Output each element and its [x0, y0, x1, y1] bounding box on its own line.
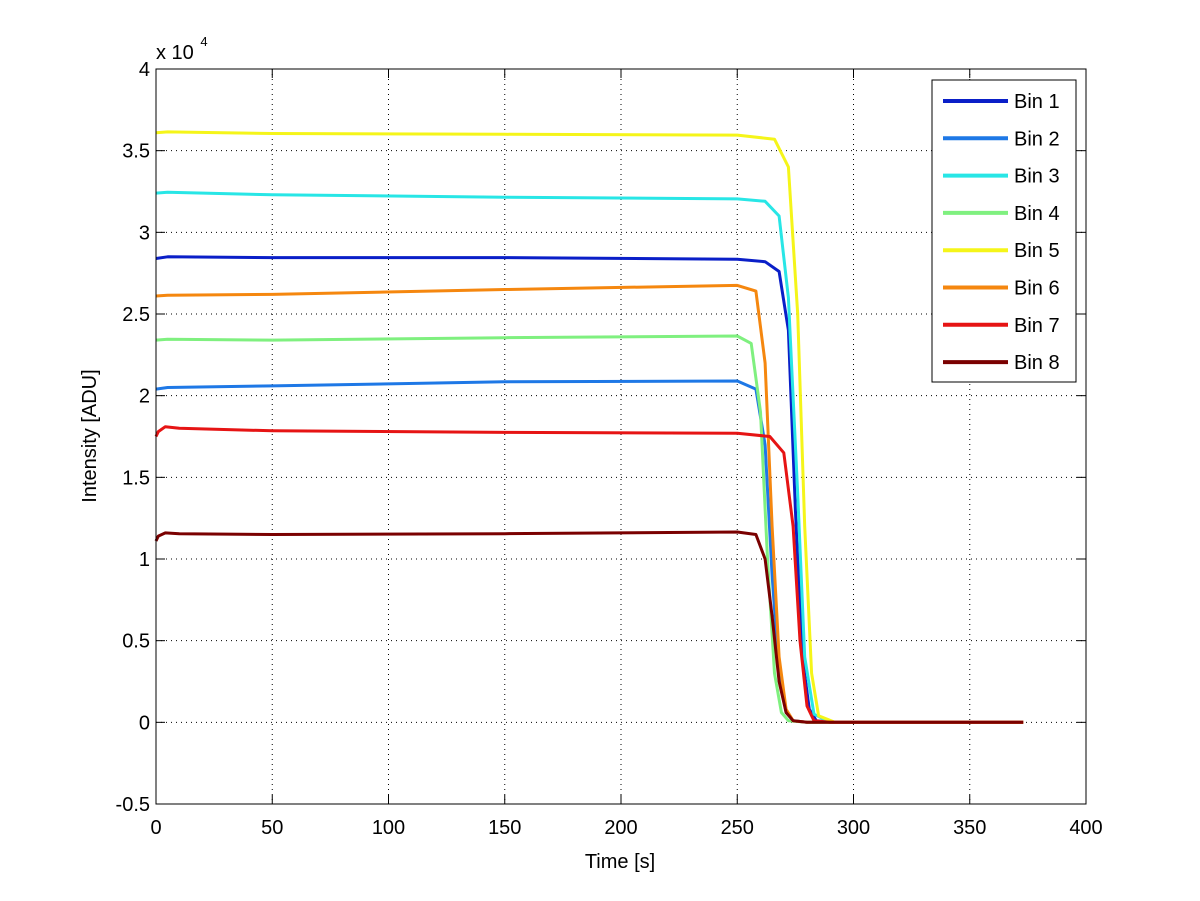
series-line-bin-4 — [155, 334, 1024, 724]
axis-ticks — [155, 68, 1087, 805]
x-tick-label: 0 — [150, 817, 161, 839]
series-line-bin-5 — [155, 130, 1024, 724]
y-tick-label: 0 — [139, 712, 150, 734]
y-tick-label: 1 — [139, 549, 150, 571]
x-tick-label: 250 — [721, 817, 754, 839]
y-multiplier-base: x 10 — [156, 42, 194, 64]
plot-axes: 0 50 100 150 200 250 300 350 400 -0.500.511.522.… — [116, 59, 1103, 839]
legend-label-bin-1: Bin 1 — [1014, 91, 1060, 113]
x-tick-label: 200 — [604, 817, 637, 839]
y-multiplier: x 10 4 — [156, 34, 208, 64]
series-line-bin-8 — [154, 530, 1024, 724]
y-tick-label: 0.5 — [122, 631, 150, 653]
y-axis-label: Intensity [ADU] — [79, 369, 101, 502]
x-tick-label: 300 — [837, 817, 870, 839]
legend-label-bin-4: Bin 4 — [1014, 203, 1060, 225]
x-tick-label: 150 — [488, 817, 521, 839]
legend-label-bin-7: Bin 7 — [1014, 315, 1060, 337]
legend-label-bin-6: Bin 6 — [1014, 278, 1060, 300]
y-tick-label: 3 — [139, 222, 150, 244]
y-tick-labels: -0.5 0 0.5 1 1.5 2 2.5 3 3.5 4 — [116, 59, 150, 816]
x-tick-label: 400 — [1069, 817, 1102, 839]
x-tick-label: 350 — [953, 817, 986, 839]
y-tick-label: 3.5 — [122, 141, 150, 163]
series-line-bin-3 — [155, 190, 1024, 724]
y-tick-label: 2.5 — [122, 304, 150, 326]
legend-label-bin-2: Bin 2 — [1014, 128, 1060, 150]
x-axis-label: Time [s] — [585, 851, 655, 873]
legend-box — [931, 79, 1077, 383]
y-tick-label: -0.5 — [116, 794, 150, 816]
legend: Bin 1 Bin 2 Bin 3 Bin 4 Bin 5 Bin 6 Bin 7 Bin 8 — [931, 79, 1077, 383]
series-line-bin-7 — [154, 425, 1024, 724]
series-lines — [154, 130, 1024, 724]
x-tick-label: 50 — [261, 817, 283, 839]
series-line-bin-1 — [155, 255, 1024, 724]
y-tick-label: 2 — [139, 386, 150, 408]
legend-label-bin-5: Bin 5 — [1014, 240, 1060, 262]
y-multiplier-exponent: 4 — [200, 34, 207, 49]
x-tick-labels: 0 50 100 150 200 250 300 350 400 — [150, 817, 1102, 839]
y-tick-label: 1.5 — [122, 467, 150, 489]
legend-label-bin-3: Bin 3 — [1014, 166, 1060, 188]
x-tick-label: 100 — [372, 817, 405, 839]
plot-area — [156, 69, 1086, 804]
legend-label-bin-8: Bin 8 — [1014, 352, 1060, 374]
y-tick-label: 4 — [139, 59, 150, 81]
grid-lines — [156, 69, 1086, 804]
